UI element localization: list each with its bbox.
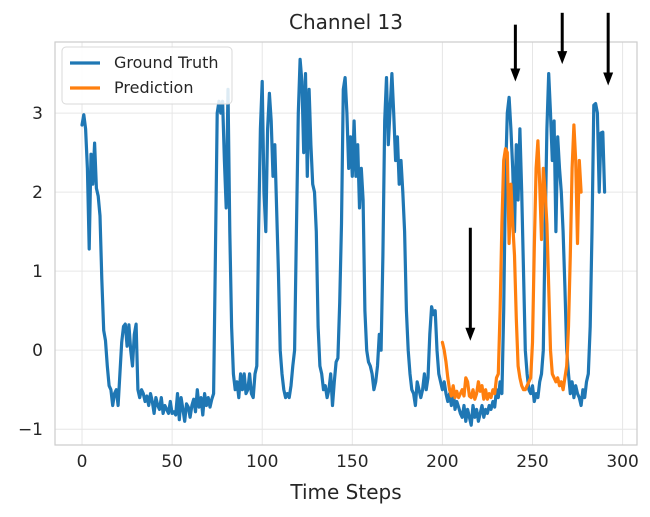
x-tick-label: 150: [336, 452, 368, 472]
x-tick-label: 250: [516, 452, 548, 472]
annotation-arrows: [465, 12, 614, 341]
y-tick-label: 0: [32, 341, 43, 361]
legend-label: Prediction: [114, 78, 193, 97]
plot-area: [54, 41, 638, 446]
series-line-prediction: [440, 123, 583, 401]
series-lines: [80, 57, 607, 427]
y-tick-label: −1: [18, 420, 43, 440]
annotation-arrow: [557, 12, 568, 65]
legend: Ground Truth Prediction: [61, 46, 233, 105]
y-tick-label: 2: [32, 183, 43, 203]
y-tick-label: 3: [32, 104, 43, 124]
legend-label: Ground Truth: [114, 53, 219, 72]
x-tick-label: 0: [77, 452, 88, 472]
x-tick-label: 200: [426, 452, 458, 472]
x-tick-label: 300: [606, 452, 638, 472]
x-tick-label: 50: [161, 452, 183, 472]
annotation-arrow: [465, 227, 476, 341]
annotation-arrow: [603, 12, 614, 86]
legend-box: [61, 46, 233, 105]
x-axis-label: Time Steps: [289, 480, 401, 504]
chart-title: Channel 13: [289, 10, 403, 34]
series-line-ground-truth: [80, 57, 607, 427]
x-tick-label: 100: [246, 452, 278, 472]
annotation-arrow: [510, 24, 521, 82]
y-tick-label: 1: [32, 262, 43, 282]
y-axis-ticks: −1 0 1 2 3: [18, 104, 43, 440]
x-axis-ticks: 0 50 100 150 200 250 300: [77, 452, 639, 472]
